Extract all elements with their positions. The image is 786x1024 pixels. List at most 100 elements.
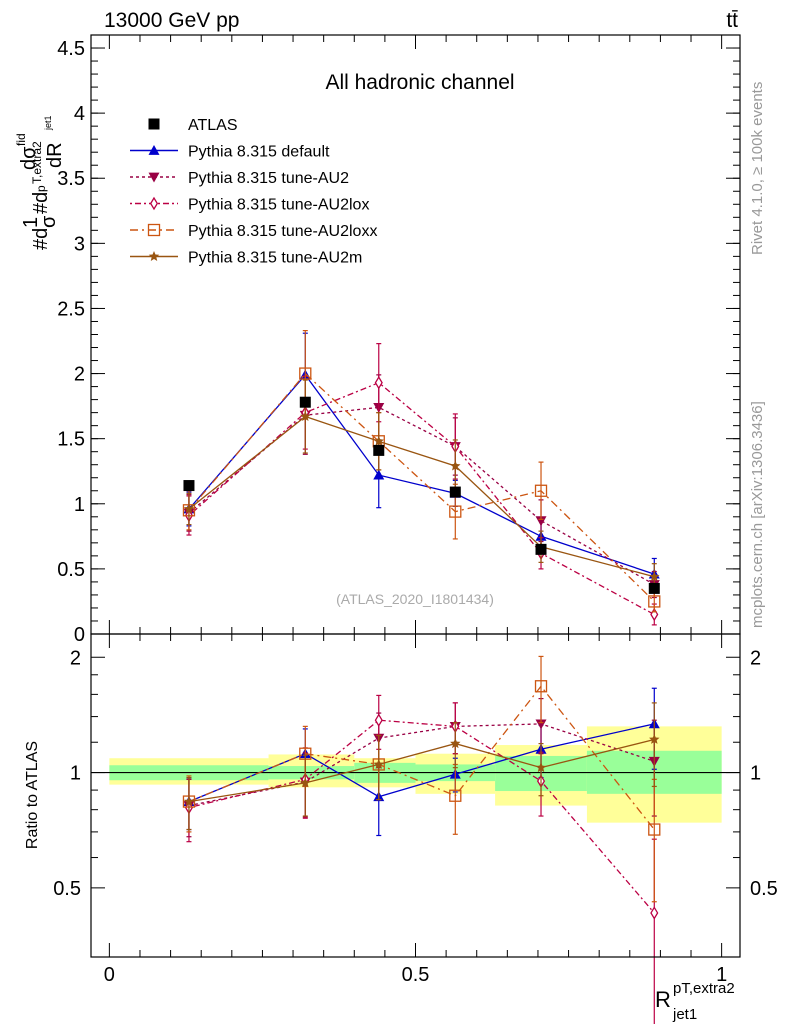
main-series-line-3: [188, 372, 655, 602]
x-tick-label-1: 0.5: [402, 964, 430, 986]
ratio-y-tick-label-right-2: 2: [750, 647, 761, 669]
ratio-series-line-0: [188, 723, 655, 803]
process-label: tt̄: [726, 9, 738, 32]
ratio-series-point-4-3: [450, 738, 461, 749]
ratio-series-point-3-4: [534, 680, 548, 693]
legend-label-0: Pythia 8.315 default: [188, 144, 330, 161]
atlas-data-layer: [183, 396, 660, 594]
analysis-watermark: (ATLAS_2020_I1801434): [336, 591, 494, 607]
atlas-point-5: [648, 582, 660, 594]
main-series-point-4-2: [373, 435, 384, 446]
y-tick-label-4: 2: [74, 364, 85, 386]
ratio-series-line-2: [188, 719, 655, 914]
main-series-point-4-1: [300, 411, 311, 421]
legend-entry-1: Pythia 8.315 tune-AU2: [130, 170, 349, 187]
y-tick-label-7: 3.5: [57, 168, 85, 190]
y-tick-label-5: 2.5: [57, 298, 85, 320]
y-axis-label-pt-extra2: T,extra2: [30, 141, 44, 184]
atlas-point-0: [183, 480, 195, 492]
y-tick-label-9: 4.5: [57, 38, 85, 60]
ratio-y-tick-label-left-0: 0.5: [53, 878, 81, 900]
legend-entry-0: Pythia 8.315 default: [130, 144, 330, 161]
ratio-series-point-4-0: [183, 796, 195, 807]
y-tick-label-3: 1.5: [57, 429, 85, 451]
y-axis-label-sigma: σ: [38, 215, 60, 228]
ratio-axes: 0.5 0.5 1 1 2 2 0 0.5 1: [53, 633, 778, 986]
ratio-series-point-4-5: [649, 733, 660, 744]
legend-marker-2: [149, 196, 159, 211]
main-series-point-0-2: [373, 469, 385, 480]
y-axis-label-d2: #d: [30, 192, 52, 214]
legend-marker-3: [147, 223, 161, 237]
legend-entry-2: Pythia 8.315 tune-AU2lox: [130, 197, 369, 214]
main-series-point-3-1: [299, 367, 312, 380]
legend-marker-0: [148, 145, 160, 155]
legend-marker-atlas: [148, 118, 160, 130]
atlas-point-3: [449, 486, 461, 498]
y-tick-label-2: 1: [74, 494, 85, 516]
ratio-y-tick-label-right-0: 0.5: [750, 878, 778, 900]
legend-entry-atlas: ATLAS: [148, 117, 238, 134]
legend-label-2: Pythia 8.315 tune-AU2lox: [188, 197, 369, 214]
main-series-point-2-2: [374, 375, 383, 390]
atlas-point-1: [299, 396, 311, 408]
ratio-series-layer: [182, 655, 661, 1024]
main-series-line-2: [188, 381, 655, 616]
y-tick-label-0: 0: [74, 624, 85, 646]
atlas-point-4: [535, 543, 547, 555]
y-axis-label-dr: dR: [44, 142, 66, 168]
y-axis-label-one: 1: [20, 217, 42, 228]
ratio-y-tick-label-left-2: 2: [70, 647, 81, 669]
main-series-point-1-4: [535, 516, 547, 527]
legend: ATLAS Pythia 8.315 default Pythia 8.315 tu…: [130, 117, 377, 267]
x-axis-label-superscript: pT,extra2: [673, 980, 735, 997]
y-tick-label-8: 4: [74, 103, 85, 125]
ratio-y-tick-label-left-1: 1: [70, 763, 81, 785]
mcplots-label: mcplots.cern.ch [arXiv:1306.3436]: [749, 401, 766, 628]
main-series-line-4: [188, 415, 655, 578]
ratio-series-point-2-5: [650, 906, 659, 920]
y-axis-label-jet1: jet1: [43, 115, 53, 131]
ratio-y-tick-label-right-1: 1: [750, 763, 761, 785]
x-axis-label-subscript: jet1: [672, 1006, 697, 1023]
y-tick-label-6: 3: [74, 233, 85, 255]
legend-entry-4: Pythia 8.315 tune-AU2m: [130, 250, 362, 267]
legend-marker-4: [148, 251, 160, 261]
ratio-series-line-3: [188, 685, 655, 830]
legend-label-1: Pythia 8.315 tune-AU2: [188, 170, 349, 187]
main-series-point-4-0: [183, 503, 195, 514]
y-axis-label-dsigma: dσ: [18, 146, 40, 170]
main-series-point-4-5: [649, 571, 660, 582]
main-series-line-0: [188, 373, 655, 575]
ratio-series-point-3-5: [648, 823, 661, 836]
ratio-series-point-2-2: [374, 713, 383, 727]
legend-label-3: Pythia 8.315 tune-AU2loxx: [188, 223, 377, 240]
y-axis-label-p: p: [34, 185, 48, 192]
ratio-series-point-4-4: [535, 762, 547, 773]
legend-label-atlas: ATLAS: [188, 117, 238, 134]
ratio-series-line-4: [188, 738, 655, 803]
legend-marker-1: [148, 172, 160, 183]
ratio-series-point-4-1: [300, 777, 311, 788]
x-tick-label-0: 0: [104, 964, 115, 986]
x-axis-label: R: [655, 987, 671, 1012]
main-axes: 0 0.5 1 1.5 2 2.5 3 3.5 4 4.5: [57, 34, 741, 646]
ratio-series-point-3-3: [449, 789, 462, 802]
y-tick-label-1: 0.5: [57, 559, 85, 581]
main-series-point-3-3: [449, 505, 462, 518]
energy-label: 13000 GeV pp: [104, 9, 239, 32]
legend-entry-3: Pythia 8.315 tune-AU2loxx: [130, 223, 377, 240]
main-series-point-3-4: [534, 484, 548, 497]
x-tick-label-2: 1: [716, 964, 727, 986]
y-axis-label-d1: #d: [30, 228, 52, 250]
main-series-layer: [182, 329, 661, 626]
atlas-point-2: [373, 444, 385, 456]
y-axis-label: #d 1 σ #d dσ fid p T,extra2 dR jet1: [14, 115, 66, 250]
ratio-series-point-1-4: [535, 719, 547, 730]
ratio-y-axis-label: Ratio to ATLAS: [24, 741, 41, 849]
main-series-point-3-5: [648, 595, 661, 608]
rivet-version-label: Rivet 4.1.0, ≥ 100k events: [749, 82, 766, 255]
chart-title: All hadronic channel: [325, 71, 514, 94]
legend-label-4: Pythia 8.315 tune-AU2m: [188, 250, 362, 267]
